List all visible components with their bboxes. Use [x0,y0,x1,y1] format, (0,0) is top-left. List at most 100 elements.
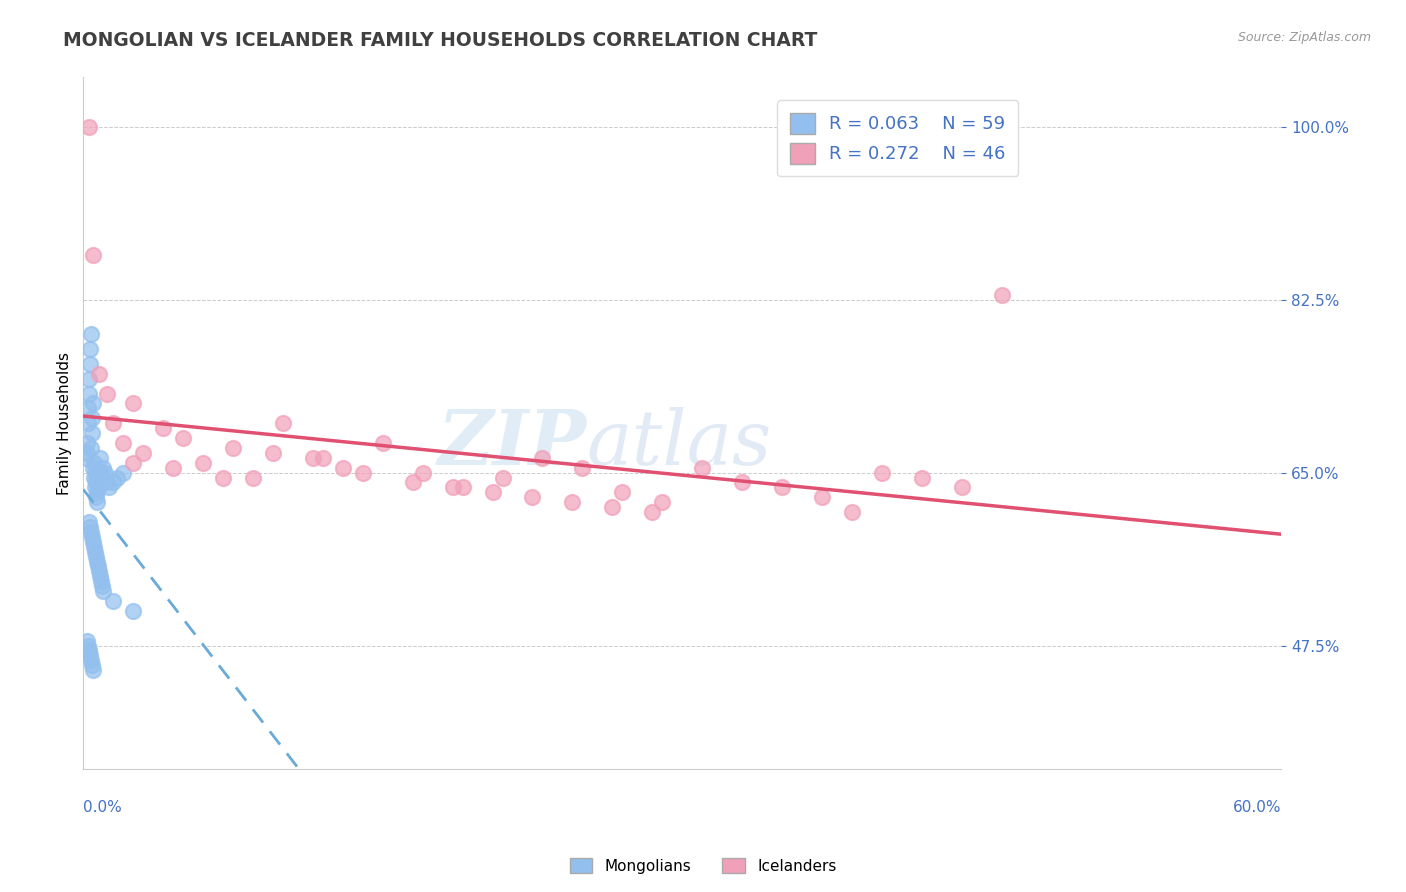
Point [98,480,121,494]
Point [122,604,145,618]
Point [481,485,503,500]
Point [87,480,110,494]
Point [811,491,834,505]
Point [84,491,107,505]
Point [112,466,135,480]
Point [87,559,110,574]
Point [76,436,98,450]
Point [86,495,108,509]
Point [80,441,103,455]
Point [91,579,114,593]
Point [91,470,114,484]
Point [103,475,125,490]
Point [412,466,434,480]
Point [491,470,513,484]
Text: 0.0%: 0.0% [83,799,122,814]
Point [641,505,664,519]
Point [96,475,118,490]
Point [89,569,111,583]
Point [82,534,104,549]
Point [83,466,105,480]
Point [79,520,101,534]
Point [83,540,105,554]
Point [80,524,103,539]
Point [86,485,108,500]
Point [242,470,264,484]
Point [84,475,107,490]
Point [531,450,554,465]
Point [371,436,394,450]
Point [612,485,634,500]
Point [82,530,104,544]
Point [80,327,103,342]
Point [152,421,174,435]
Point [103,416,125,430]
Point [770,480,793,494]
Point [690,460,713,475]
Point [89,565,111,579]
Point [352,466,374,480]
Point [162,460,184,475]
Point [77,401,100,416]
Y-axis label: Family Households: Family Households [58,351,72,495]
Text: Source: ZipAtlas.com: Source: ZipAtlas.com [1237,31,1371,45]
Point [77,643,100,657]
Point [91,460,114,475]
Point [82,663,104,677]
Point [91,584,114,599]
Point [651,495,673,509]
Point [122,456,145,470]
Point [84,480,107,494]
Point [602,500,624,515]
Point [990,287,1012,301]
Point [79,342,101,356]
Point [77,372,100,386]
Point [79,648,101,663]
Point [80,426,103,441]
Point [82,658,104,673]
Point [103,594,125,608]
Point [950,480,973,494]
Point [83,470,105,484]
Point [82,396,104,410]
Point [79,357,101,371]
Point [731,475,754,490]
Point [86,555,108,569]
Point [212,470,235,484]
Point [89,450,111,465]
Text: atlas: atlas [586,407,772,481]
Point [90,466,112,480]
Point [84,544,107,558]
Legend: R = 0.063    N = 59, R = 0.272    N = 46: R = 0.063 N = 59, R = 0.272 N = 46 [778,100,1018,177]
Point [77,639,100,653]
Point [561,495,583,509]
Point [76,633,98,648]
Point [76,446,98,460]
Point [841,505,863,519]
Point [96,386,118,401]
Point [271,416,294,430]
Point [312,450,335,465]
Point [89,466,111,480]
Text: MONGOLIAN VS ICELANDER FAMILY HOUSEHOLDS CORRELATION CHART: MONGOLIAN VS ICELANDER FAMILY HOUSEHOLDS… [63,31,818,50]
Point [82,411,104,425]
Point [83,456,105,470]
Point [112,436,135,450]
Point [522,491,544,505]
Point [82,248,104,262]
Point [870,466,893,480]
Point [172,431,194,445]
Point [76,416,98,430]
Point [89,367,111,381]
Point [82,460,104,475]
Point [77,120,100,134]
Point [77,515,100,529]
Point [122,396,145,410]
Point [90,574,112,589]
Point [911,470,934,484]
Legend: Mongolians, Icelanders: Mongolians, Icelanders [564,852,842,880]
Text: 60.0%: 60.0% [1233,799,1281,814]
Point [80,653,103,667]
Point [262,446,284,460]
Point [84,549,107,564]
